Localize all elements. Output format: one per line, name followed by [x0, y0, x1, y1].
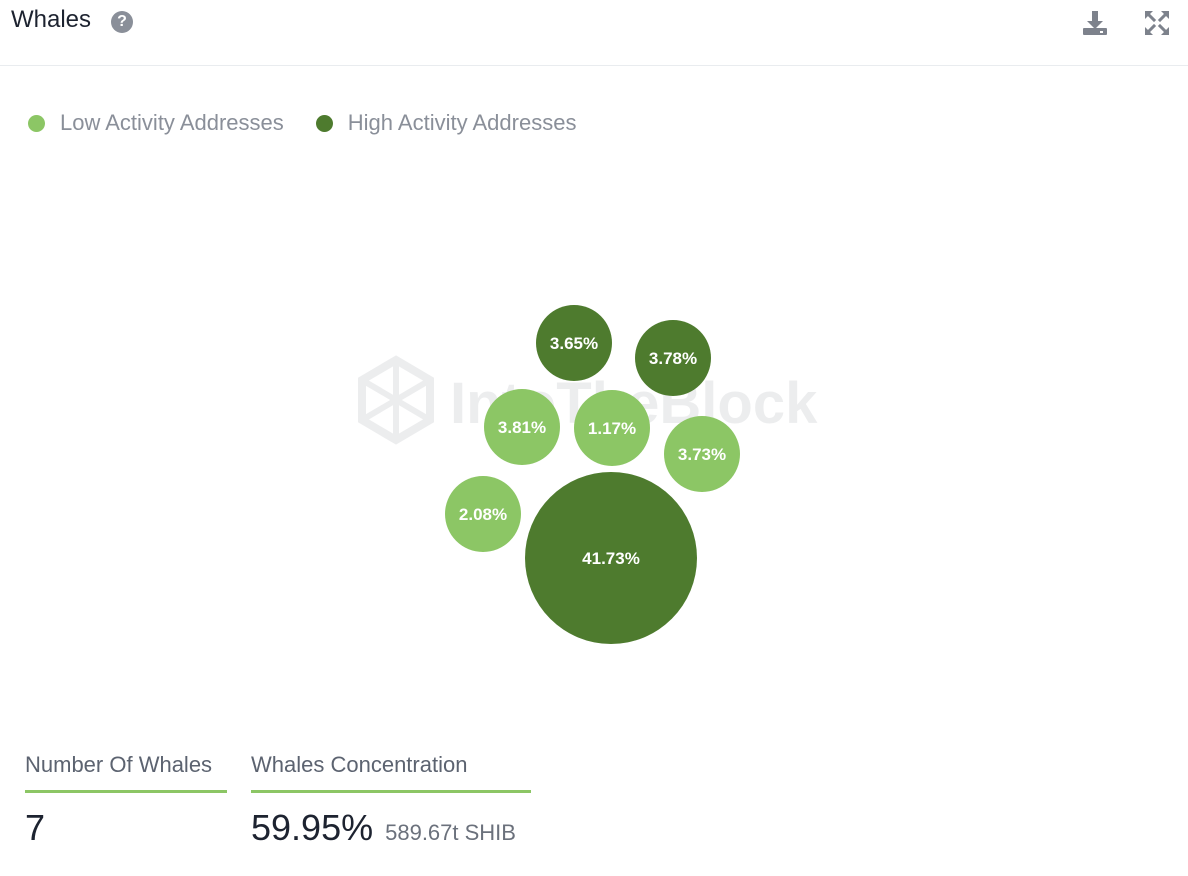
bubble-label: 3.73% — [678, 445, 726, 464]
legend-dot-high-activity — [315, 114, 333, 132]
bubble-3-65[interactable] — [536, 305, 612, 381]
bubble-group: 3.81% 1.17% 3.73% 2.08% 3.65% 3.78% 41.73% — [445, 305, 740, 644]
legend-dot-low-activity — [28, 114, 45, 132]
legend-item-high-activity[interactable]: High Activity Addresses — [315, 110, 577, 136]
bubble-label: 3.78% — [649, 349, 697, 368]
download-icon[interactable] — [1080, 8, 1110, 38]
widget-title: Whales — [11, 6, 92, 33]
bubble-3-78[interactable] — [635, 320, 711, 396]
stat-value-number-of-whales: 7 — [25, 807, 46, 848]
bubble-label: 2.08% — [459, 505, 507, 524]
stat-amount-shib: 589.67t SHIB — [385, 820, 516, 845]
bubble-3-81[interactable] — [484, 389, 560, 465]
expand-icon[interactable] — [1142, 8, 1172, 38]
stat-label-number-of-whales: Number Of Whales — [25, 752, 227, 793]
chart-legend: Low Activity Addresses High Activity Add… — [28, 108, 608, 138]
legend-label-high-activity: High Activity Addresses — [347, 110, 577, 135]
stat-label-whales-concentration: Whales Concentration — [251, 752, 531, 793]
bubble-chart: IntoTheBlock 3.81%1.17%3.73%2.08%3.65%3.… — [358, 305, 818, 644]
bubble-41-73[interactable] — [525, 472, 697, 644]
bubble-2-08[interactable] — [445, 476, 521, 552]
legend-label-low-activity: Low Activity Addresses — [60, 110, 284, 135]
bubble-label: 1.17% — [588, 419, 636, 438]
bubble-1-17[interactable] — [574, 390, 650, 466]
widget-header: Whales ? — [0, 0, 1188, 66]
bubble-label: 3.81% — [498, 418, 546, 437]
legend-item-low-activity[interactable]: Low Activity Addresses — [28, 110, 284, 136]
bubble-label: 3.65% — [550, 334, 598, 353]
stat-number-of-whales: Number Of Whales 7 — [25, 752, 227, 849]
stat-whales-concentration: Whales Concentration 59.95% 589.67t SHIB — [251, 752, 531, 849]
stat-value-whales-concentration: 59.95% — [251, 807, 374, 848]
bubble-label: 41.73% — [582, 549, 640, 568]
question-circle-icon[interactable]: ? — [111, 11, 133, 33]
bubble-3-73[interactable] — [664, 416, 740, 492]
